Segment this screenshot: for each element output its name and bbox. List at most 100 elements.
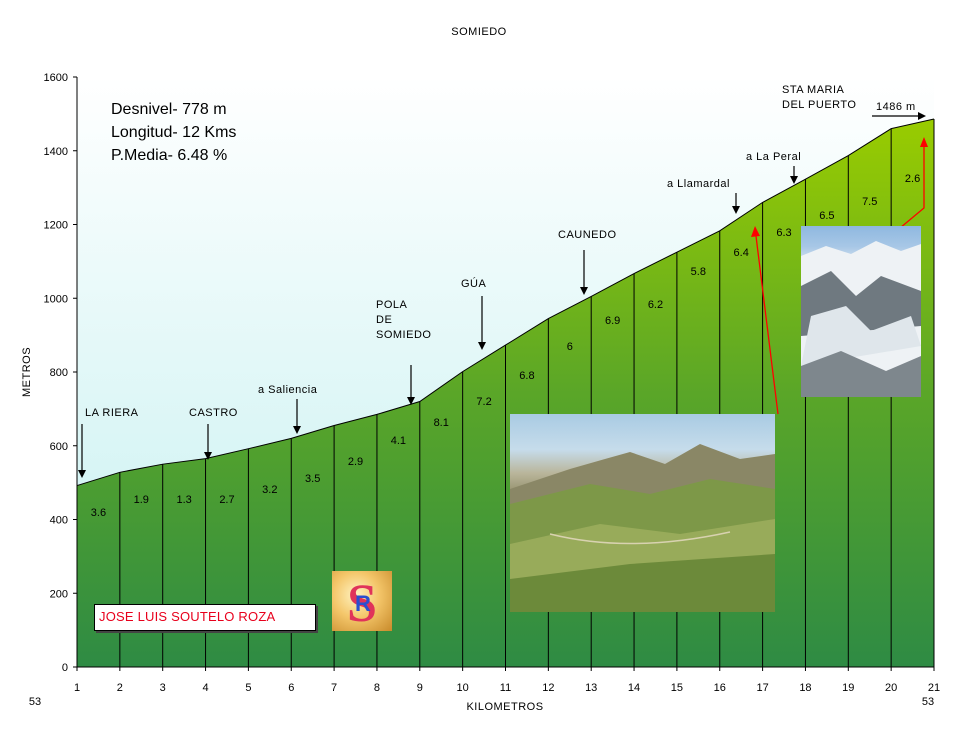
gradient-label: 3.6 (91, 507, 106, 519)
y-tick-label: 1600 (44, 72, 68, 84)
x-tick-label: 9 (417, 682, 423, 694)
labels-layer: 3.6 1.9 1.3 2.7 3.2 3.5 2.9 4.1 8.1 7.2 6.8 6 6.9 6.2… (78, 84, 926, 519)
corner-label-right: 53 (922, 696, 934, 708)
gradient-label: 1.3 (176, 494, 191, 506)
gradient-label: 4.1 (391, 435, 406, 447)
snowy-mountain-photo (801, 226, 921, 397)
x-tick-label: 18 (799, 682, 811, 694)
x-tick-label: 15 (671, 682, 683, 694)
place-label: SOMIEDO (376, 329, 431, 341)
author-credit-box: JOSE LUIS SOUTELO ROZA (94, 604, 316, 631)
overlay-layer (751, 137, 928, 415)
gradient-label: 1.9 (134, 494, 149, 506)
x-tick-label: 8 (374, 682, 380, 694)
x-tick-label: 6 (288, 682, 294, 694)
place-arrow-head (790, 176, 798, 184)
place-label: CASTRO (189, 407, 238, 419)
logo-letter-r: R (355, 591, 371, 616)
place-arrow-head (580, 287, 588, 295)
x-tick-label: 4 (202, 682, 208, 694)
x-tick-label: 11 (500, 682, 511, 694)
place-arrow-head (293, 426, 301, 434)
x-tick-label: 5 (245, 682, 251, 694)
elevation-line (76, 118, 935, 487)
gradient-label: 3.2 (262, 484, 277, 496)
logo-letter-s: S (347, 573, 377, 631)
stat-longitud: Longitud- 12 Kms (111, 124, 236, 141)
x-tick-label: 13 (585, 682, 597, 694)
place-arrow-head (407, 397, 415, 405)
gradient-label: 6.9 (605, 315, 620, 327)
valley-photo-art (510, 444, 775, 612)
place-label: GÚA (461, 277, 487, 290)
gradient-label: 7.5 (862, 196, 877, 208)
x-tick-label: 2 (117, 682, 123, 694)
x-tick-label: 10 (457, 682, 469, 694)
x-tick-label: 7 (331, 682, 337, 694)
y-axis-title: METROS (21, 347, 33, 397)
place-label: CAUNEDO (558, 229, 617, 241)
photo-pointer-arrow (755, 235, 779, 415)
x-tick-label: 21 (928, 682, 940, 694)
x-tick-label: 16 (714, 682, 726, 694)
place-label: LA RIERA (85, 407, 139, 419)
chart-title: SOMIEDO (451, 26, 506, 38)
place-label: a La Peral (746, 151, 801, 163)
x-axis-title: KILOMETROS (466, 701, 543, 713)
stat-pendiente: P.Media- 6.48 % (111, 147, 227, 164)
gradient-label: 6.2 (648, 299, 663, 311)
gradient-label: 5.8 (691, 266, 706, 278)
place-arrow-head (204, 452, 212, 460)
place-label: a Llamardal (667, 178, 730, 190)
y-tick-label: 400 (50, 515, 68, 527)
logo-monogram: S R (347, 573, 377, 633)
y-tick-label: 200 (50, 588, 68, 600)
y-tick-label: 0 (62, 662, 68, 674)
place-label: DEL PUERTO (782, 99, 857, 111)
x-tick-label: 20 (885, 682, 897, 694)
photo-pointer-arrow (899, 146, 925, 229)
place-arrow-head (78, 470, 86, 478)
gradient-label: 2.7 (219, 494, 234, 506)
gradient-label: 6.5 (819, 210, 834, 222)
x-tick-label: 14 (628, 682, 640, 694)
x-tick-label: 1 (74, 682, 80, 694)
gradient-label: 7.2 (476, 396, 491, 408)
photo-pointer-arrowhead (751, 226, 760, 237)
place-label: STA MARIA (782, 84, 845, 96)
place-arrow-head (732, 206, 740, 214)
y-tick-label: 600 (50, 441, 68, 453)
y-tick-label: 1000 (44, 293, 68, 305)
gradient-label: 6.4 (734, 247, 749, 259)
x-tick-label: 17 (756, 682, 768, 694)
corner-label-left: 53 (29, 696, 41, 708)
gradient-label: 2.6 (905, 173, 920, 185)
gradient-label: 6 (567, 341, 573, 353)
gradient-label: 2.9 (348, 456, 363, 468)
snowy-mountain-photo-art (801, 241, 921, 397)
y-tick-label: 1400 (44, 146, 68, 158)
stats-block: Desnivel- 778 m Longitud- 12 Kms P.Media… (111, 101, 236, 164)
summit-arrow-head (918, 112, 926, 120)
stat-desnivel: Desnivel- 778 m (111, 101, 227, 118)
x-tick-label: 19 (842, 682, 854, 694)
place-arrow-head (478, 342, 486, 350)
gradient-label: 3.5 (305, 473, 320, 485)
place-label: POLA (376, 299, 408, 311)
place-label: DE (376, 314, 392, 326)
valley-photo (510, 414, 775, 612)
y-tick-label: 800 (50, 367, 68, 379)
gradient-label: 6.3 (776, 227, 791, 239)
summit-label: 1486 m (876, 101, 916, 113)
y-tick-label: 1200 (44, 220, 68, 232)
place-label: a Saliencia (258, 384, 318, 396)
author-credit: JOSE LUIS SOUTELO ROZA (99, 609, 276, 624)
gradient-label: 8.1 (434, 417, 449, 429)
photo-pointer-arrowhead (920, 137, 928, 147)
author-logo: S R (332, 571, 392, 633)
x-tick-label: 12 (542, 682, 554, 694)
x-tick-label: 3 (160, 682, 166, 694)
gradient-label: 6.8 (519, 370, 534, 382)
